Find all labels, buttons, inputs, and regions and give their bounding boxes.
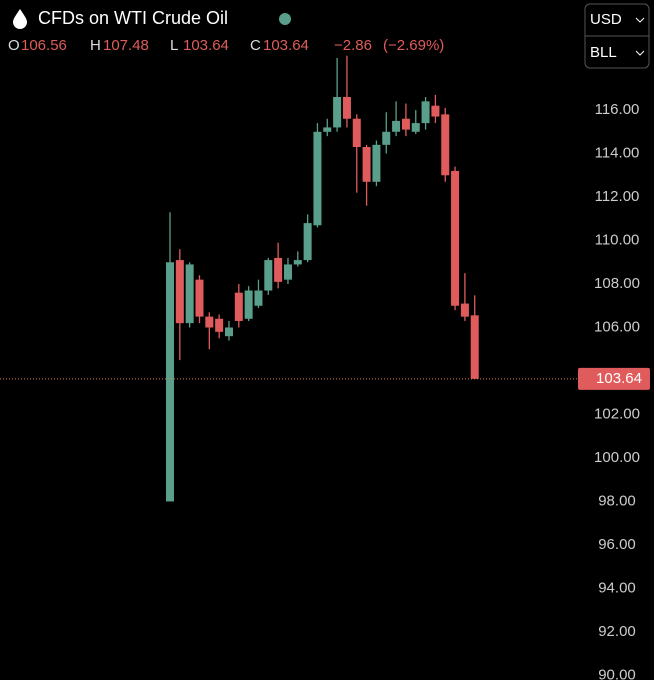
candle-body [323,127,332,132]
candle-body [441,114,450,176]
oil-icon [13,9,27,29]
candle-body [362,147,371,182]
chevron [635,17,645,23]
change-percent: (−2.69%) [383,37,444,54]
y-tick-label: 108.00 [594,275,640,292]
candle-body [342,96,351,119]
summary-value: 103.64 [263,37,309,54]
candle-body [460,303,469,317]
candle-body [303,223,312,261]
candle-body [451,170,460,306]
candle-body [431,105,440,117]
candle-body [195,279,204,317]
y-tick-label: 110.00 [595,231,640,248]
y-tick-label: 116.00 [595,101,640,118]
candle-body [392,120,401,132]
candle-body [411,123,420,132]
status-dot [279,13,291,25]
summary-key: C [250,37,261,54]
last-price-label: 103.64 [596,370,642,387]
candle-body [421,101,430,124]
candle-body [382,131,391,145]
y-tick-label: 106.00 [594,318,640,335]
currency-selector[interactable]: USD BLL [584,3,650,69]
y-tick-label: 90.00 [598,666,636,680]
y-tick-label: 92.00 [598,623,636,640]
candle-body [293,260,302,265]
candle-body [401,118,410,130]
change: −2.86 [334,37,372,54]
candle-body [264,260,273,291]
summary-key: H [90,37,101,54]
y-tick-label: 98.00 [598,492,636,509]
candle-body [215,318,224,332]
y-tick-label: 102.00 [594,405,640,422]
candle-body [244,290,253,319]
candle-body [352,118,361,148]
candle-body [274,257,283,282]
y-tick-label: 96.00 [598,536,636,553]
y-tick-label: 94.00 [598,579,636,596]
candle-body [166,262,174,502]
candle-body [283,264,292,280]
chart-title: CFDs on WTI Crude Oil [38,8,228,28]
candle-body [313,131,322,226]
candle-body [185,264,194,324]
summary-value: 103.64 [183,37,229,54]
summary-value: 106.56 [21,37,67,54]
candle-body [224,327,233,337]
candle-body [372,144,381,182]
candle-body [175,260,184,324]
y-tick-label: 114.00 [595,144,640,161]
currency[interactable]: USD [590,11,622,28]
summary-value: 107.48 [103,37,149,54]
chevron [635,50,645,56]
unit[interactable]: BLL [590,44,617,61]
y-tick-label: 112.00 [595,188,640,205]
summary-key: L [170,37,178,54]
candle-body [470,315,479,379]
y-tick-label: 100.00 [594,449,640,466]
summary-key: O [8,37,20,54]
candle-body [333,96,342,128]
candle-body [254,290,263,306]
last-price-box [578,367,650,390]
candle-body [205,316,214,328]
candle-body [234,292,243,321]
